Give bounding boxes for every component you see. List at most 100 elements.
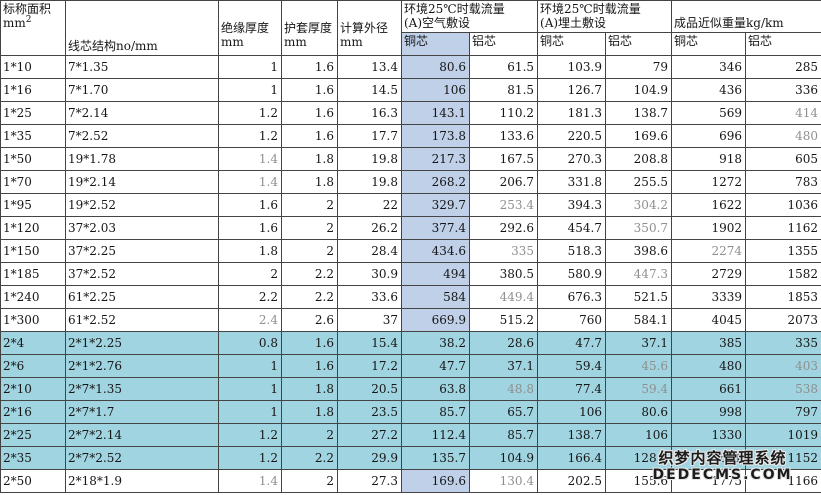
cell-air_al: 104.9 — [468, 446, 539, 470]
cell-structure: 37*2.52 — [65, 262, 219, 286]
table-row: 1*120 37*2.03 1.6 2 26.2 377.4 292.6 454.7 350.7… — [0, 216, 821, 240]
cell-ground_cu: 580.9 — [537, 262, 607, 286]
cell-wt_cu: 661 — [671, 377, 747, 401]
cell-area: 1*185 — [0, 262, 66, 286]
cell-sheath: 2.6 — [281, 308, 338, 332]
cell-air_al: 37.1 — [468, 354, 539, 378]
subheader-weight-aluminum: 铝芯 — [745, 32, 821, 56]
table-row: 1*35 7*2.52 1.2 1.6 17.7 173.8 133.6 220.5 169.6… — [0, 124, 821, 148]
cell-ground_al: 37.1 — [605, 331, 673, 355]
cell-structure: 2*1*2.76 — [65, 354, 219, 378]
cell-insulation: 2.2 — [218, 285, 282, 309]
cell-insulation: 1 — [218, 55, 282, 79]
cell-wt_cu: 2729 — [671, 262, 747, 286]
cell-air_al: 48.8 — [468, 377, 539, 401]
cell-wt_al: 1582 — [745, 262, 821, 286]
cell-structure: 7*1.70 — [65, 78, 219, 102]
cell-air_cu: 217.3 — [401, 147, 470, 171]
cell-wt_al: 783 — [745, 170, 821, 194]
cell-ground_al: 208.8 — [605, 147, 673, 171]
cell-ground_al: 79 — [605, 55, 673, 79]
cell-ground_al: 584.1 — [605, 308, 673, 332]
cell-air_cu: 434.6 — [401, 239, 470, 263]
table-row: 2*25 2*7*2.14 1.2 2 27.2 112.4 85.7 138.7 106 133… — [0, 423, 821, 447]
cell-insulation: 1.4 — [218, 469, 282, 493]
subheader-buried-aluminum: 铝芯 — [605, 32, 673, 56]
table-row: 1*150 37*2.25 1.8 2 28.4 434.6 335 518.3 398.6 22… — [0, 239, 821, 263]
header-nominal-area-unit: mm2 — [3, 15, 32, 31]
table-row: 1*50 19*1.78 1.4 1.8 19.8 217.3 167.5 270.3 208.… — [0, 147, 821, 171]
cell-sheath: 2 — [281, 469, 338, 493]
cell-wt_al: 414 — [745, 101, 821, 125]
cell-structure: 37*2.03 — [65, 216, 219, 240]
cell-wt_al: 403 — [745, 354, 821, 378]
cell-air_al: 85.7 — [468, 423, 539, 447]
cell-structure: 61*2.52 — [65, 308, 219, 332]
cell-od: 16.3 — [337, 101, 402, 125]
cell-air_al: 133.6 — [468, 124, 539, 148]
table-row: 1*95 19*2.52 1.6 2 22 329.7 253.4 394.3 304.2 162… — [0, 193, 821, 217]
cell-wt_cu: 2274 — [671, 239, 747, 263]
cell-ground_cu: 220.5 — [537, 124, 607, 148]
cell-area: 2*16 — [0, 400, 66, 424]
cell-wt_cu: 346 — [671, 55, 747, 79]
cell-air_cu: 329.7 — [401, 193, 470, 217]
cell-wt_cu: 1902 — [671, 216, 747, 240]
cell-wt_al: 480 — [745, 124, 821, 148]
cell-ground_al: 138.7 — [605, 101, 673, 125]
subheader-buried-copper: 铜芯 — [537, 32, 607, 56]
cell-od: 27.2 — [337, 423, 402, 447]
cell-wt_cu: 4045 — [671, 308, 747, 332]
cell-od: 29.9 — [337, 446, 402, 470]
cell-ground_cu: 126.7 — [537, 78, 607, 102]
header-group-weight: 成品近似重量kg/km — [671, 0, 821, 33]
cell-insulation: 1.8 — [218, 239, 282, 263]
cell-air_al: 167.5 — [468, 147, 539, 171]
cell-ground_cu: 77.4 — [537, 377, 607, 401]
cell-ground_al: 128.3 — [605, 446, 673, 470]
cell-insulation: 1 — [218, 354, 282, 378]
cell-od: 20.5 — [337, 377, 402, 401]
cell-od: 13.4 — [337, 55, 402, 79]
table-row: 2*4 2*1*2.25 0.8 1.6 15.4 38.2 28.6 47.7 37.1 385… — [0, 331, 821, 355]
cell-structure: 7*2.52 — [65, 124, 219, 148]
cell-ground_al: 398.6 — [605, 239, 673, 263]
cell-insulation: 2 — [218, 262, 282, 286]
cell-wt_cu: 3339 — [671, 285, 747, 309]
cell-area: 1*150 — [0, 239, 66, 263]
cell-sheath: 1.8 — [281, 147, 338, 171]
cell-ground_cu: 138.7 — [537, 423, 607, 447]
cell-air_al: 65.7 — [468, 400, 539, 424]
cell-od: 23.5 — [337, 400, 402, 424]
table-row: 1*10 7*1.35 1 1.6 13.4 80.6 61.5 103.9 79 346 285 — [0, 55, 821, 79]
cell-wt_al: 2073 — [745, 308, 821, 332]
cell-wt_al: 285 — [745, 55, 821, 79]
cell-structure: 61*2.25 — [65, 285, 219, 309]
cell-sheath: 2.2 — [281, 262, 338, 286]
cell-insulation: 1.2 — [218, 124, 282, 148]
cell-air_cu: 494 — [401, 262, 470, 286]
cell-od: 17.2 — [337, 354, 402, 378]
cell-structure: 2*7*1.7 — [65, 400, 219, 424]
subheader-air-copper: 铜芯 — [401, 32, 470, 56]
cell-wt_cu: 1601 — [671, 446, 747, 470]
header-sheath-thickness: 护套厚度 mm — [281, 0, 338, 56]
cell-wt_al: 1166 — [745, 469, 821, 493]
header-insulation-thickness: 绝缘厚度 mm — [218, 0, 282, 56]
cell-air_cu: 47.7 — [401, 354, 470, 378]
cell-air_cu: 268.2 — [401, 170, 470, 194]
table-row: 1*16 7*1.70 1 1.6 14.5 106 81.5 126.7 104.9 436 33… — [0, 78, 821, 102]
cell-od: 22 — [337, 193, 402, 217]
header-group-ampacity-air: 环境25℃时载流量 (A)空气敷设 — [400, 0, 539, 33]
table-row: 1*70 19*2.14 1.4 1.8 19.8 268.2 206.7 331.8 255.… — [0, 170, 821, 194]
cell-ground_al: 304.2 — [605, 193, 673, 217]
cell-insulation: 2.4 — [218, 308, 282, 332]
cell-structure: 7*1.35 — [65, 55, 219, 79]
header-calculated-od: 计算外径 mm — [337, 0, 402, 56]
cell-wt_cu: 1272 — [671, 170, 747, 194]
cell-air_al: 380.5 — [468, 262, 539, 286]
cell-sheath: 1.6 — [281, 354, 338, 378]
table-row: 1*185 37*2.52 2 2.2 30.9 494 380.5 580.9 447.3 27… — [0, 262, 821, 286]
cell-ground_cu: 331.8 — [537, 170, 607, 194]
